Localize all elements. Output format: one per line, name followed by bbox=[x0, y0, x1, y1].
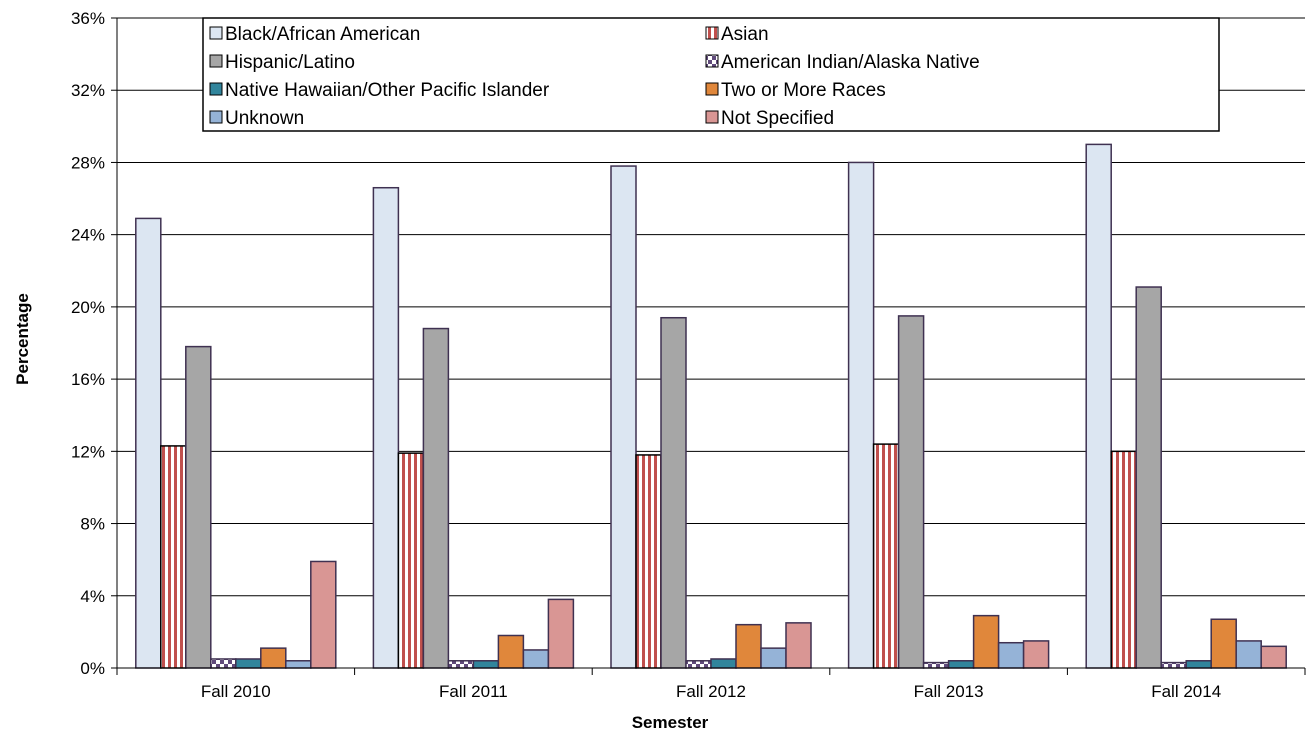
bar bbox=[685, 660, 712, 669]
bar bbox=[760, 647, 787, 669]
bar bbox=[372, 186, 400, 669]
x-tick-label: Fall 2014 bbox=[1151, 682, 1221, 701]
legend-label: American Indian/Alaska Native bbox=[721, 52, 980, 73]
bar bbox=[422, 327, 450, 669]
bar bbox=[710, 658, 737, 669]
bar bbox=[1160, 661, 1187, 669]
bar bbox=[1185, 660, 1212, 669]
bars bbox=[135, 143, 1287, 669]
bar bbox=[135, 217, 162, 669]
legend-swatch bbox=[209, 110, 223, 124]
bar bbox=[947, 660, 975, 669]
legend-swatch bbox=[705, 26, 719, 40]
y-axis-title: Percentage bbox=[13, 293, 32, 385]
y-tick-label: 32% bbox=[71, 81, 105, 100]
bar bbox=[1110, 450, 1137, 669]
x-tick-label: Fall 2013 bbox=[914, 682, 984, 701]
bar bbox=[160, 445, 187, 669]
legend-label: Two or More Races bbox=[721, 80, 886, 101]
axes: 0% 4% 8% 12% 16% 20% 24% 28% 32% 36% Fall 2010 Fall… bbox=[71, 9, 1306, 701]
bar bbox=[1085, 143, 1112, 669]
bar bbox=[735, 623, 762, 669]
legend-label: Unknown bbox=[225, 108, 304, 129]
legend: Black/African American Asian Hispanic/Lati… bbox=[202, 17, 1220, 132]
bar bbox=[397, 452, 425, 669]
legend-label: Hispanic/Latino bbox=[225, 52, 355, 73]
y-tick-label: 20% bbox=[71, 298, 105, 317]
bar bbox=[635, 454, 662, 669]
bar bbox=[285, 660, 312, 669]
bar bbox=[547, 598, 575, 669]
legend-swatch bbox=[705, 82, 719, 96]
x-tick-label: Fall 2011 bbox=[439, 682, 508, 701]
bar bbox=[260, 647, 287, 669]
legend-label: Native Hawaiian/Other Pacific Islander bbox=[225, 80, 550, 101]
y-tick-label: 28% bbox=[71, 153, 105, 172]
bar bbox=[497, 634, 525, 669]
bar bbox=[210, 658, 237, 669]
bar bbox=[447, 660, 475, 669]
bar bbox=[972, 614, 1000, 669]
bar bbox=[660, 316, 687, 669]
bar bbox=[997, 641, 1025, 669]
bar bbox=[847, 161, 875, 669]
bar bbox=[1210, 618, 1237, 669]
bar bbox=[872, 443, 900, 669]
y-tick-label: 4% bbox=[80, 587, 105, 606]
bar bbox=[897, 315, 925, 669]
y-tick-label: 16% bbox=[71, 370, 105, 389]
legend-swatch bbox=[209, 82, 223, 96]
bar bbox=[922, 661, 950, 669]
y-tick-label: 24% bbox=[71, 226, 105, 245]
y-tick-label: 0% bbox=[80, 659, 105, 678]
bar bbox=[522, 649, 550, 669]
bar bbox=[610, 165, 637, 669]
bar bbox=[1135, 286, 1162, 669]
x-axis-title: Semester bbox=[632, 713, 709, 732]
legend-label: Black/African American bbox=[225, 24, 420, 45]
legend-label: Asian bbox=[721, 24, 769, 45]
bar bbox=[1022, 640, 1050, 669]
bar bbox=[185, 345, 212, 669]
y-tick-label: 36% bbox=[71, 9, 105, 28]
x-tick-label: Fall 2012 bbox=[676, 682, 746, 701]
bar bbox=[1260, 645, 1287, 669]
bar bbox=[785, 622, 812, 669]
bar bbox=[1235, 640, 1262, 669]
legend-swatch bbox=[705, 110, 719, 124]
legend-swatch bbox=[209, 26, 223, 40]
legend-label: Not Specified bbox=[721, 108, 834, 129]
y-tick-label: 8% bbox=[80, 515, 105, 534]
x-tick-label: Fall 2010 bbox=[201, 682, 271, 701]
bar bbox=[310, 560, 337, 669]
y-tick-label: 12% bbox=[71, 442, 105, 461]
legend-swatch bbox=[705, 54, 719, 68]
bar bbox=[472, 660, 500, 669]
bar bbox=[235, 658, 262, 669]
legend-swatch bbox=[209, 54, 223, 68]
